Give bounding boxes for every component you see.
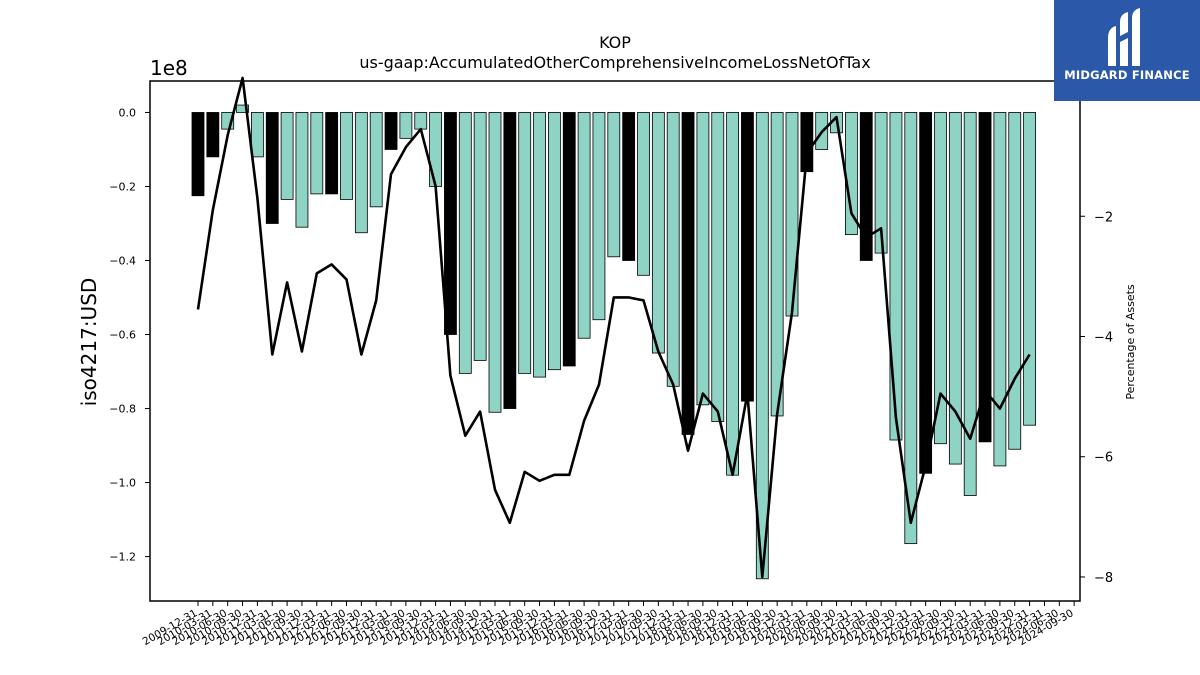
y-tick-label: −0.6 xyxy=(109,329,136,342)
brand-name: MIDGARD FINANCE xyxy=(1064,68,1190,82)
bar xyxy=(666,112,680,387)
bar xyxy=(993,112,1007,467)
bar xyxy=(770,112,784,417)
bar xyxy=(206,112,220,158)
bar xyxy=(548,112,561,371)
y2-tick-label: −6 xyxy=(1094,451,1113,466)
bar xyxy=(681,112,695,435)
bar xyxy=(651,112,665,354)
bar xyxy=(354,112,368,234)
bar xyxy=(444,112,457,335)
bar xyxy=(399,112,413,139)
percentage-line xyxy=(196,76,1031,579)
bar xyxy=(622,112,636,261)
bar xyxy=(340,112,353,200)
line-series xyxy=(196,76,1031,579)
bar xyxy=(280,112,294,200)
bar xyxy=(577,112,591,339)
bar xyxy=(1023,112,1036,426)
bar xyxy=(755,112,769,580)
y-tick-label: 0.0 xyxy=(119,106,137,119)
bar xyxy=(310,112,324,195)
bar xyxy=(859,112,873,261)
chart-subtitle: us-gaap:AccumulatedOtherComprehensiveInc… xyxy=(359,53,870,72)
bar xyxy=(1008,112,1022,450)
y2-axis-label: Percentage of Assets xyxy=(1124,284,1137,400)
bar xyxy=(533,112,546,378)
y-tick-label: −0.4 xyxy=(109,255,136,268)
chart-title: KOP xyxy=(599,33,631,52)
y-axis-label: iso4217:USD xyxy=(77,278,101,407)
bar xyxy=(711,112,725,422)
y-tick-label: −0.2 xyxy=(109,180,136,193)
y-tick-label: −1.0 xyxy=(109,477,136,490)
bar xyxy=(637,112,650,276)
bar xyxy=(845,112,858,235)
bar xyxy=(696,112,710,406)
bar xyxy=(369,112,383,208)
axes: 0.0−0.2−0.4−0.6−0.8−1.0−1.20−2−4−6−82009… xyxy=(109,80,1113,648)
bar xyxy=(592,112,606,321)
bar xyxy=(963,112,977,496)
y-tick-label: −1.2 xyxy=(109,551,136,564)
y2-tick-label: −2 xyxy=(1094,210,1113,225)
bar xyxy=(384,112,398,150)
y-tick-label: −0.8 xyxy=(109,403,136,416)
brand-logo: MIDGARD FINANCE xyxy=(1054,0,1200,101)
bar-series xyxy=(191,104,1036,580)
bar xyxy=(785,112,799,317)
bar xyxy=(904,112,918,545)
bar xyxy=(607,112,621,258)
y-offset-label: 1e8 xyxy=(150,56,188,80)
y2-tick-label: −4 xyxy=(1094,330,1113,345)
bar xyxy=(874,112,888,254)
bar xyxy=(889,112,903,441)
bar xyxy=(934,112,947,445)
bar xyxy=(473,112,487,361)
bar xyxy=(265,112,279,224)
bar xyxy=(236,104,249,113)
bar xyxy=(429,112,443,187)
bar xyxy=(978,112,992,443)
bar xyxy=(295,112,309,228)
y2-tick-label: −8 xyxy=(1094,571,1113,586)
bar xyxy=(562,112,576,367)
bar xyxy=(948,112,962,465)
bar xyxy=(250,112,264,158)
bar xyxy=(503,112,517,409)
bar xyxy=(191,112,205,197)
plot-frame xyxy=(149,80,1081,602)
midgard-logo-icon xyxy=(1108,8,1140,66)
bar xyxy=(518,112,532,374)
bar xyxy=(800,112,814,173)
bar xyxy=(741,112,754,402)
bar xyxy=(458,112,472,374)
bar xyxy=(919,112,933,474)
bar xyxy=(325,112,339,195)
bar xyxy=(488,112,502,413)
bar xyxy=(726,112,739,476)
bar xyxy=(414,112,428,130)
